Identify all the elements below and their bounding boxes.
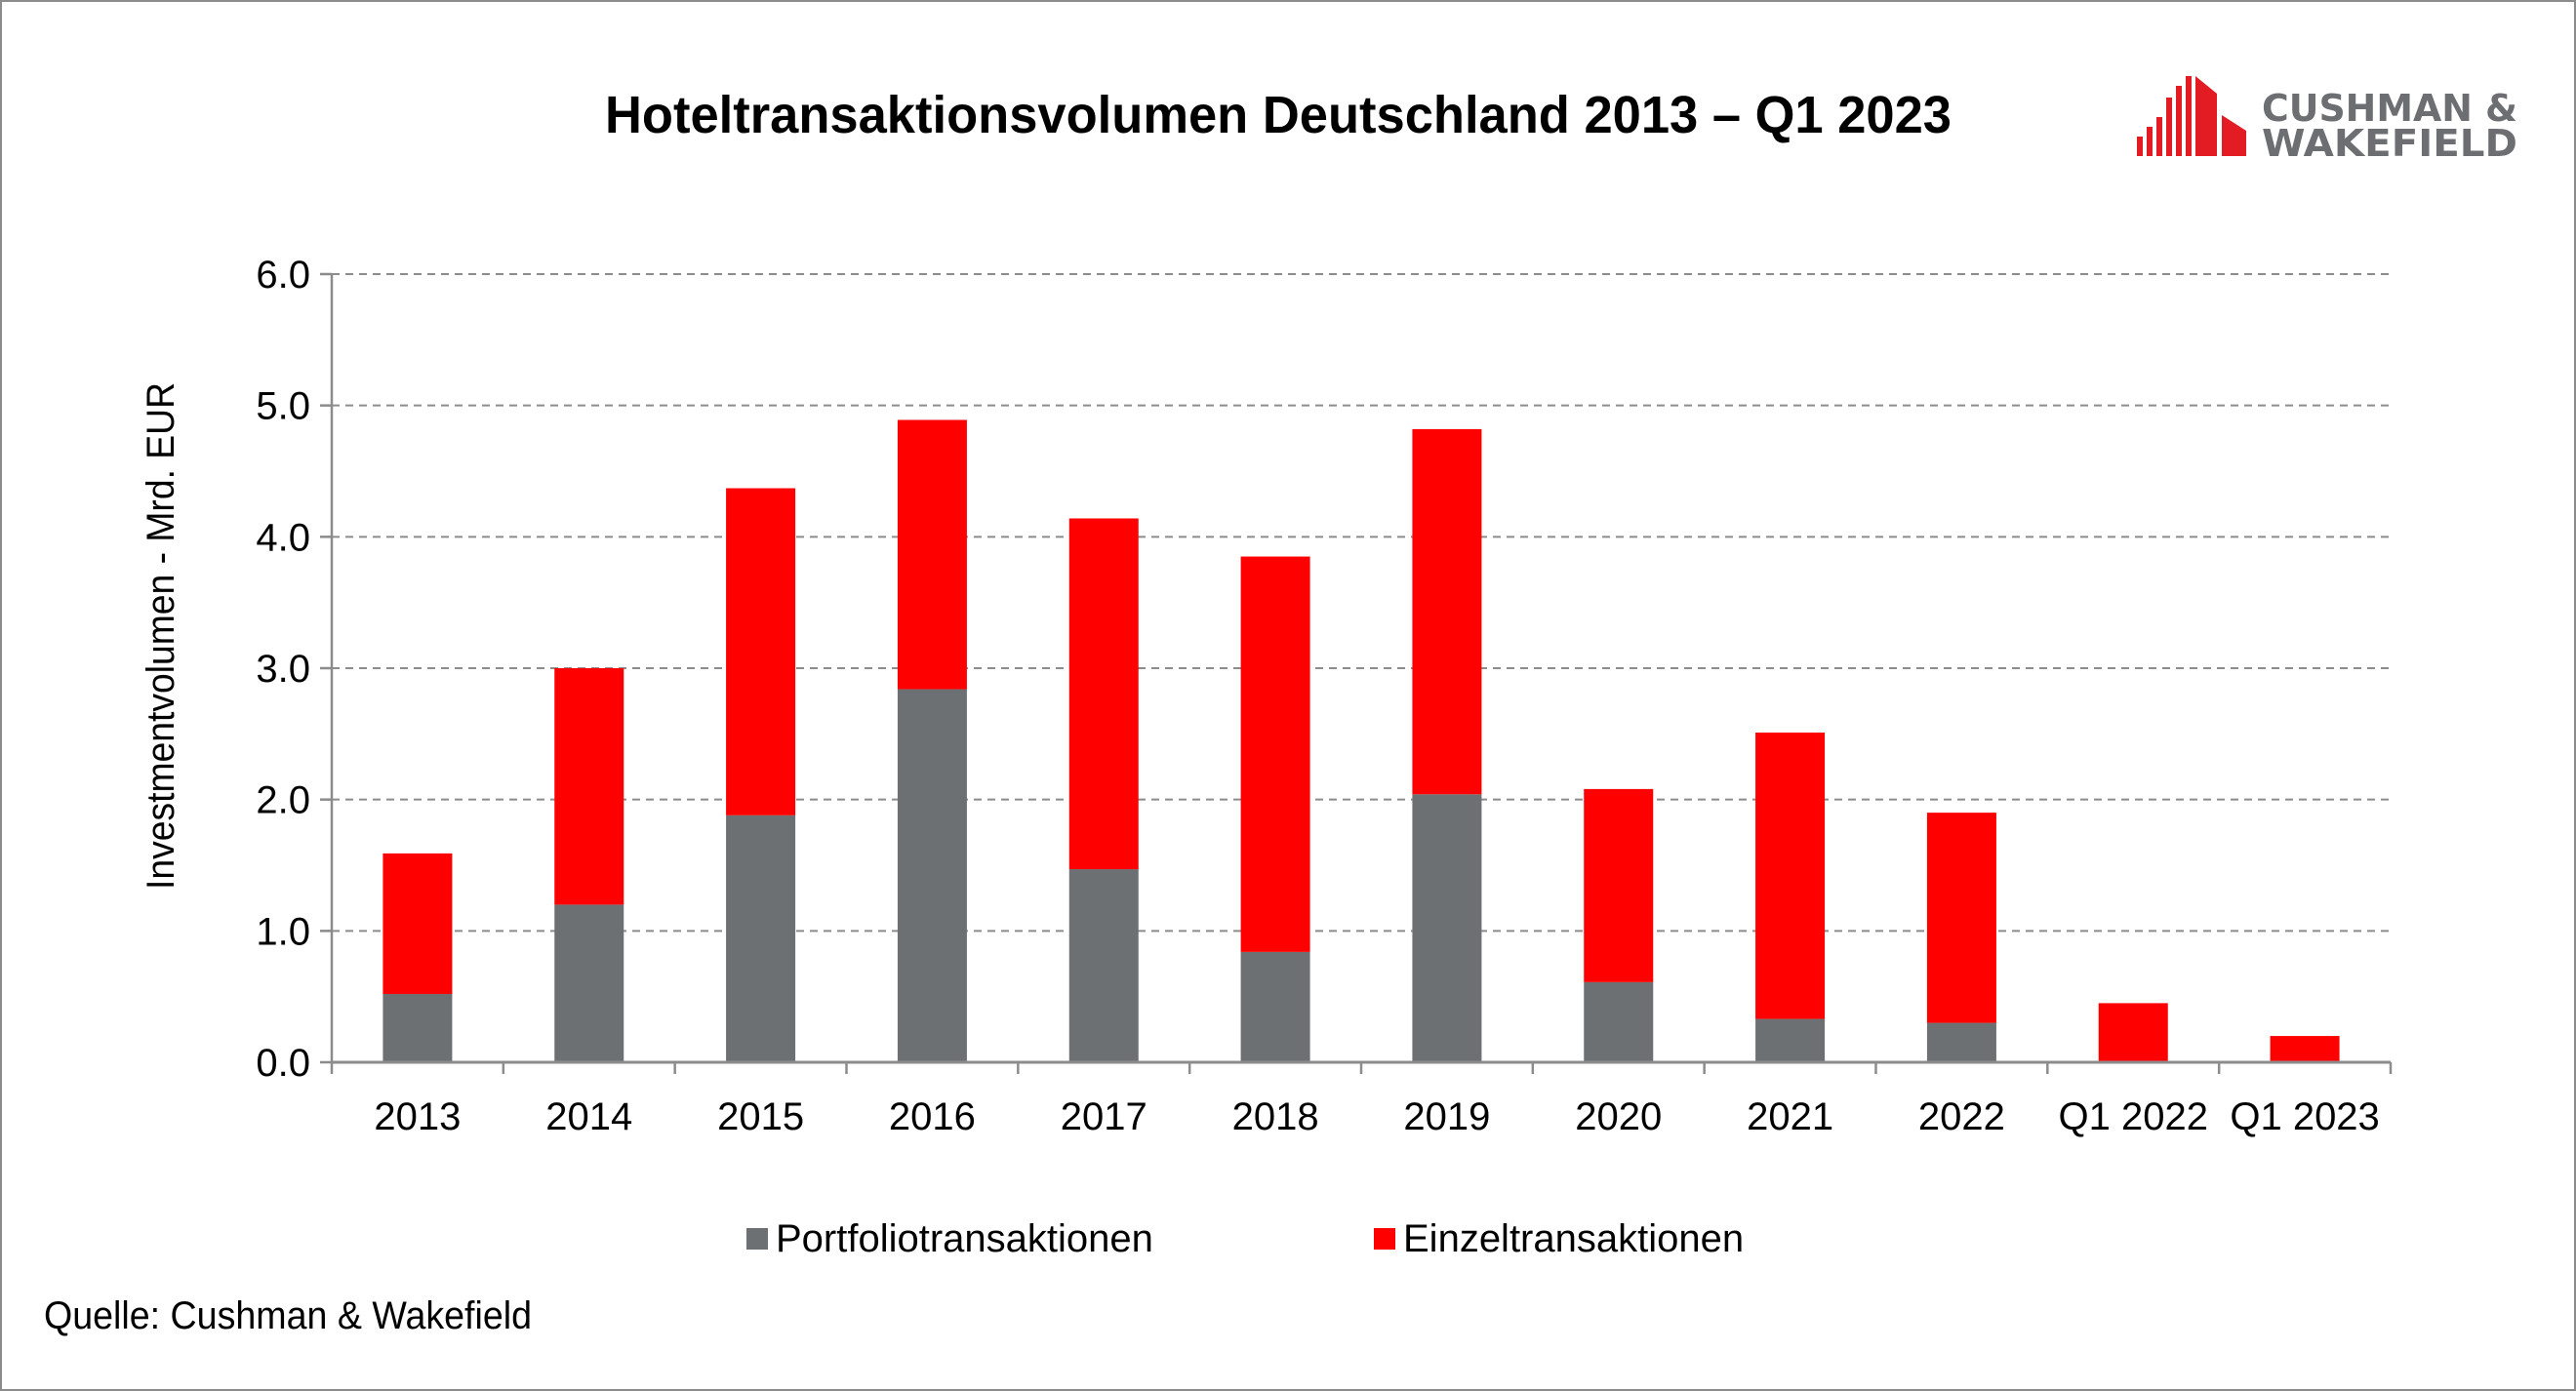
- bar-portfolio-2018: [1240, 951, 1310, 1062]
- legend-label: Einzeltransaktionen: [1403, 1217, 1744, 1260]
- x-tick-label: 2013: [374, 1095, 461, 1138]
- bar-einzel-2022: [1926, 813, 1996, 1023]
- x-tick-label: 2021: [1747, 1095, 1833, 1138]
- x-tick-label: 2022: [1918, 1095, 2005, 1138]
- bar-portfolio-2017: [1068, 869, 1139, 1062]
- bar-einzel-2019: [1412, 428, 1482, 795]
- logo-tower: [2195, 76, 2217, 156]
- logo-text: CUSHMAN &: [2262, 87, 2517, 130]
- bars: [382, 419, 2340, 1062]
- bar-einzel-2021: [1755, 732, 1826, 1019]
- x-tick-label: 2017: [1061, 1095, 1147, 1138]
- bar-einzel-Q1-2023: [2270, 1036, 2340, 1062]
- bar-einzel-2016: [897, 419, 967, 690]
- y-tick-label: 0.0: [256, 1042, 310, 1085]
- logo-stripe: [2156, 117, 2162, 156]
- bar-portfolio-2015: [726, 815, 796, 1062]
- legend-swatch: [746, 1228, 768, 1250]
- legend-label: Portfoliotransaktionen: [776, 1217, 1153, 1260]
- bar-portfolio-2019: [1412, 794, 1482, 1062]
- y-tick-label: 5.0: [256, 385, 310, 428]
- y-tick-label: 4.0: [256, 516, 310, 559]
- source-note: Quelle: Cushman & Wakefield: [44, 1294, 532, 1337]
- bar-portfolio-2021: [1755, 1018, 1826, 1062]
- y-tick-label: 2.0: [256, 779, 310, 822]
- x-tick-label: Q1 2023: [2230, 1095, 2379, 1138]
- x-tick-label: 2020: [1575, 1095, 1662, 1138]
- y-axis-label: Investmentvolumen - Mrd. EUR: [140, 382, 182, 890]
- bar-portfolio-2014: [554, 904, 624, 1062]
- y-tick-label: 6.0: [256, 254, 310, 297]
- gridlines: [332, 273, 2391, 933]
- bar-einzel-2020: [1584, 788, 1654, 982]
- x-tick-label: 2015: [717, 1095, 804, 1138]
- bar-einzel-2015: [726, 488, 796, 815]
- logo-stripe: [2176, 86, 2182, 156]
- bar-einzel-2013: [382, 853, 453, 994]
- logo-block: [2222, 115, 2246, 156]
- x-tick-label: 2014: [545, 1095, 632, 1138]
- bar-portfolio-2020: [1584, 981, 1654, 1062]
- x-tick-label: 2019: [1403, 1095, 1490, 1138]
- logo-stripe: [2166, 98, 2172, 156]
- y-tick-label: 1.0: [256, 910, 310, 953]
- bar-einzel-Q1-2022: [2098, 1003, 2168, 1062]
- bar-portfolio-2013: [382, 993, 453, 1062]
- bar-portfolio-2016: [897, 689, 967, 1062]
- logo-stripe: [2186, 76, 2192, 156]
- logo-stripe: [2147, 127, 2153, 156]
- bar-einzel-2018: [1240, 556, 1310, 952]
- bar-portfolio-2022: [1926, 1022, 1996, 1062]
- legend-swatch: [1374, 1228, 1395, 1250]
- legend: Portfoliotransaktionen Einzeltransaktione…: [746, 1217, 1744, 1260]
- axes: 0.0 1.0 2.0 3.0 4.0 5.0 6.0 2013 2014 2015 2016 201…: [256, 254, 2393, 1138]
- x-tick-label: Q1 2022: [2059, 1095, 2208, 1138]
- logo-stripe: [2137, 137, 2143, 156]
- x-tick-label: 2016: [889, 1095, 976, 1138]
- bar-einzel-2014: [554, 668, 624, 905]
- cushman-wakefield-logo: CUSHMAN &WAKEFIELD: [2137, 76, 2517, 165]
- chart-title: Hoteltransaktionsvolumen Deutschland 201…: [605, 86, 1952, 144]
- logo-text: WAKEFIELD: [2262, 122, 2517, 165]
- bar-einzel-2017: [1068, 518, 1139, 870]
- x-tick-label: 2018: [1232, 1095, 1319, 1138]
- y-tick-label: 3.0: [256, 648, 310, 691]
